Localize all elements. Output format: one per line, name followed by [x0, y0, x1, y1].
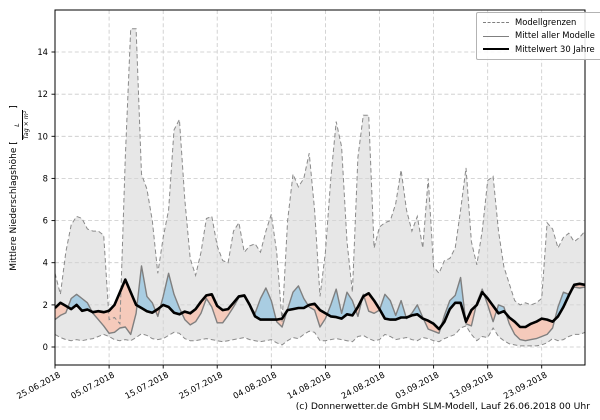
svg-text:0: 0: [43, 342, 48, 352]
svg-text:14: 14: [37, 47, 48, 57]
y-axis-label-close: ]: [9, 105, 19, 109]
legend-label: Modellgrenzen: [515, 17, 577, 27]
legend-label: Mittelwert 30 Jahre: [515, 43, 595, 54]
climate-mean-line: [55, 278, 585, 331]
legend-item-model-mean: Mittel aller Modelle: [483, 30, 595, 41]
y-axis-unit-fraction: L Tag × m²: [14, 109, 30, 141]
legend-item-model-bounds: Modellgrenzen: [483, 17, 595, 28]
dashed-line-sample-icon: [483, 22, 509, 24]
black-line-sample-icon: [483, 48, 509, 51]
model-range-upper-bound: [55, 28, 585, 326]
svg-text:2: 2: [43, 300, 48, 310]
plot-border: [54, 9, 586, 366]
gray-line-sample-icon: [483, 35, 509, 37]
svg-text:10: 10: [37, 131, 48, 141]
svg-text:12: 12: [37, 89, 48, 99]
legend-item-30y-mean: Mittelwert 30 Jahre: [483, 44, 595, 55]
y-axis-label-text: Mittlere Niederschlagshöhe [: [9, 141, 19, 271]
model-range-band: [55, 28, 585, 346]
svg-text:8: 8: [43, 173, 48, 183]
copyright-footer: (c) Donnerwetter.de GmbH SLM-Modell, Lau…: [295, 401, 590, 412]
unit-numerator: L: [14, 123, 22, 127]
y-tick-labels: 0 2 4 6 8 10 12 14: [37, 47, 48, 352]
axis-ticks: [51, 51, 543, 369]
model-range-lower-bound: [55, 325, 585, 347]
legend: Modellgrenzen Mittel aller Modelle Mitte…: [476, 12, 600, 61]
legend-label: Mittel aller Modelle: [515, 30, 595, 41]
svg-text:6: 6: [43, 216, 48, 226]
y-axis-label: Mittlere Niederschlagshöhe [L Tag × m²]: [9, 8, 30, 368]
svg-text:4: 4: [43, 258, 48, 268]
unit-denominator: Tag × m²: [21, 109, 30, 141]
